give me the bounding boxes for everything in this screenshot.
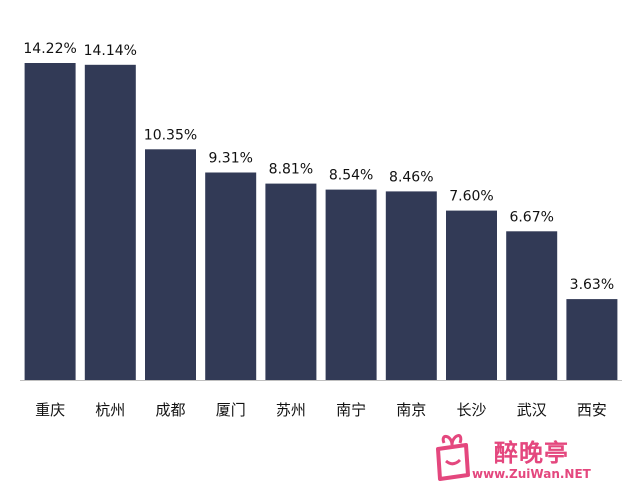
data-label-0: 14.22% <box>23 41 76 57</box>
bar-0 <box>24 63 76 380</box>
bar-6 <box>385 191 437 380</box>
category-label-9: 西安 <box>577 401 607 419</box>
bar-7 <box>446 210 497 380</box>
category-label-3: 厦门 <box>216 401 246 419</box>
data-label-9: 3.63% <box>570 277 614 293</box>
category-label-5: 南宁 <box>336 401 366 419</box>
category-label-2: 成都 <box>155 401 185 419</box>
category-label-4: 苏州 <box>276 401 306 419</box>
data-label-6: 8.46% <box>389 169 433 185</box>
bar-3 <box>205 172 257 380</box>
category-label-6: 南京 <box>396 401 426 419</box>
data-label-5: 8.54% <box>329 168 373 184</box>
data-label-2: 10.35% <box>144 127 197 143</box>
bar-5 <box>325 189 377 380</box>
category-label-0: 重庆 <box>35 401 65 419</box>
data-label-3: 9.31% <box>208 151 252 167</box>
data-label-7: 7.60% <box>449 189 493 205</box>
bars-group <box>24 63 618 381</box>
watermark: 醉晚亭 www.ZuiWan.NET <box>430 431 630 491</box>
data-label-8: 6.67% <box>509 209 553 225</box>
watermark-url: www.ZuiWan.NET <box>472 467 591 481</box>
gift-box-logo-icon <box>436 434 470 481</box>
category-label-1: 杭州 <box>95 401 125 419</box>
bar-1 <box>84 64 136 381</box>
data-labels-group: 14.22% 14.14% 10.35% 9.31% 8.81% 8.54% 8.46% 7.… <box>23 41 614 293</box>
bar-4 <box>265 183 317 380</box>
bar-8 <box>506 231 558 380</box>
bar-9 <box>566 299 618 380</box>
category-label-7: 长沙 <box>456 401 486 419</box>
bar-2 <box>145 149 196 380</box>
data-label-1: 14.14% <box>84 43 137 59</box>
watermark-title: 醉晚亭 <box>494 439 569 467</box>
data-label-4: 8.81% <box>269 162 313 178</box>
category-label-8: 武汉 <box>517 401 547 419</box>
category-labels-group: 重庆 杭州 成都 厦门 苏州 南宁 南京 长沙 武汉 西安 <box>35 401 607 419</box>
